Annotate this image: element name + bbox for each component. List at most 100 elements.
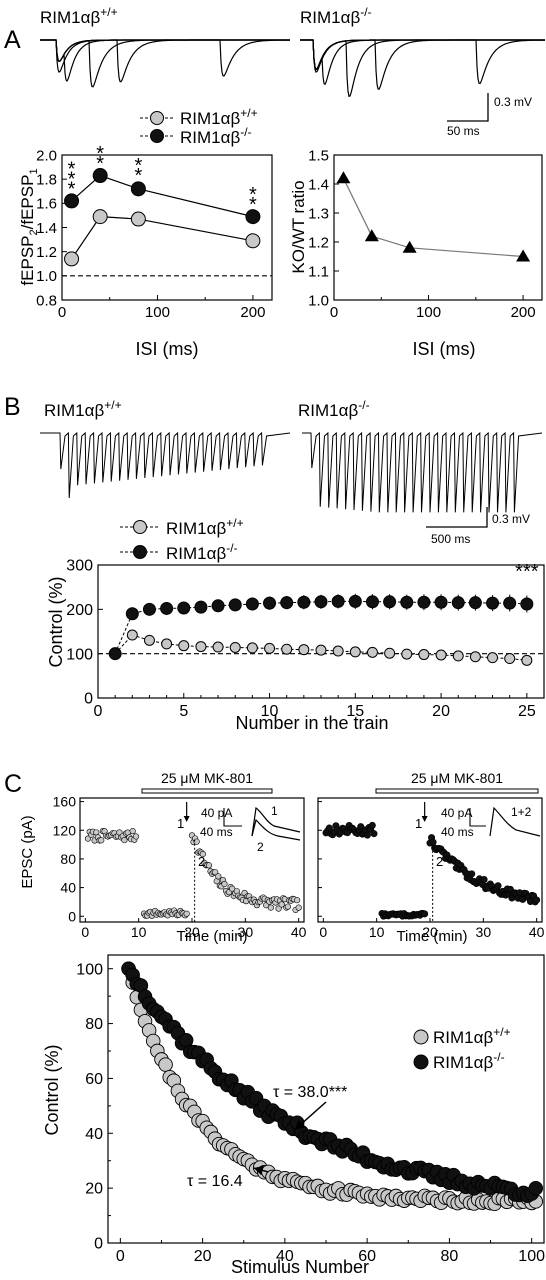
data-point [486,596,500,610]
significance-star: *** [515,561,539,583]
data-point [298,644,310,656]
trace [300,39,545,98]
y-tick-label: 120 [53,822,77,838]
chart-c-top-right: 0 10 20 30 40 1 2 [317,797,545,940]
y-tick-label: 0 [94,1236,103,1253]
significance-star: * [68,168,76,190]
tau-annotation-wt: τ = 16.4 [187,1173,243,1190]
y-tick-label: 160 [53,794,77,810]
data-point [494,882,502,890]
panel-label-a: A [4,26,21,54]
x-tick-label: 80 [440,1248,458,1265]
legend-c-ko: RIM1αβ-/- [433,1050,505,1072]
chart-b-xlabel: Number in the train [235,713,388,733]
data-point [108,647,122,661]
data-point [142,602,156,616]
x-tick-label: 20 [422,924,438,940]
inset-left [223,806,301,841]
data-point [280,596,294,610]
data-point [212,869,219,876]
chart-c-bottom-xlabel: Stimulus Number [231,1257,369,1277]
x-tick-label: 30 [476,924,492,940]
legend-c: RIM1αβ+/+ RIM1αβ-/- [413,1025,511,1072]
chart-c-top-left: 0 10 20 30 40 0 40 80 120 160 1 2 [53,794,307,940]
data-point [520,597,534,611]
x-tick-label: 200 [240,304,265,321]
data-point [132,833,140,840]
data-point [178,640,190,652]
arrow-head [421,816,428,822]
data-point [365,595,379,609]
data-point [130,211,146,227]
arrow-head [183,816,190,822]
data-point [229,641,241,653]
data-point [121,836,128,844]
inset-left-trace1: 1 [271,804,278,818]
trace [40,39,290,88]
data-point [125,607,139,621]
data-point [516,249,531,262]
data-point [284,903,291,910]
trace [300,39,545,73]
series-line [71,174,254,218]
trace [302,431,543,513]
series-line [342,177,524,258]
x-tick-label: 0 [330,304,338,321]
mk801-label-right: 25 μM MK-801 [411,770,503,786]
x-tick-label: 100 [416,304,441,321]
panel-label-b: B [4,393,21,421]
data-point [503,596,517,610]
data-point [245,597,259,611]
data-point [401,648,413,660]
y-tick-label: 100 [76,961,103,978]
chart-a-left-ylabel: fEPSP2/fEPSP1 [18,168,40,285]
chart-a-right-xlabel: ISI (ms) [413,339,476,359]
trace-title-b-wt: RIM1αβ+/+ [44,398,122,420]
x-tick-label: 40 [529,924,545,940]
scalebar-b-voltage: 0.3 mV [492,512,530,526]
y-tick-label: 1.0 [308,292,329,309]
data-point [246,642,258,654]
legend-a: RIM1αβ+/+ RIM1αβ-/- [140,106,258,147]
significance-star: * [134,155,142,177]
trace-title-a-ko: RIM1αβ-/- [300,5,372,27]
traces-a [40,39,545,98]
inset-right-amp: 40 pA [441,806,472,820]
scalebar-b: 0.3 mV 500 ms [426,507,530,546]
data-point [221,880,228,888]
y-tick-label: 1.2 [36,244,57,261]
legend-c-wt: RIM1αβ+/+ [433,1025,511,1047]
data-point [267,904,274,911]
y-tick-label: 100 [66,646,93,663]
significance-star: * [68,158,76,180]
data-point [228,598,242,612]
x-tick-label: 10 [369,924,385,940]
axis-frame [333,154,543,301]
y-tick-label: 1.6 [36,196,57,213]
tau-arrow-ko-head [294,1119,306,1130]
x-tick-label: 200 [511,304,536,321]
data-point [205,862,213,869]
chart-c-bottom-ylabel: Control (%) [42,1044,62,1135]
data-point [263,596,277,610]
data-point [314,595,328,609]
point-mark-1: 1 [415,816,422,831]
data-point [451,596,465,610]
y-tick-label: 40 [85,1126,103,1143]
data-point [364,229,379,242]
significance-star: * [96,153,104,175]
trace [40,39,290,77]
data-point [487,652,499,664]
point-mark-1: 1 [177,816,184,831]
legend-a-ko: RIM1αβ-/- [180,125,252,147]
data-point [469,651,481,663]
scalebar-a: 0.3 mV 50 ms [447,93,532,138]
data-point [295,904,302,911]
data-point [528,1180,544,1196]
mk801-bar-right: 25 μM MK-801 [375,770,539,794]
mk801-bar-left: 25 μM MK-801 [141,770,273,794]
trace [40,39,290,73]
scalebar-b-time: 500 ms [431,532,470,546]
